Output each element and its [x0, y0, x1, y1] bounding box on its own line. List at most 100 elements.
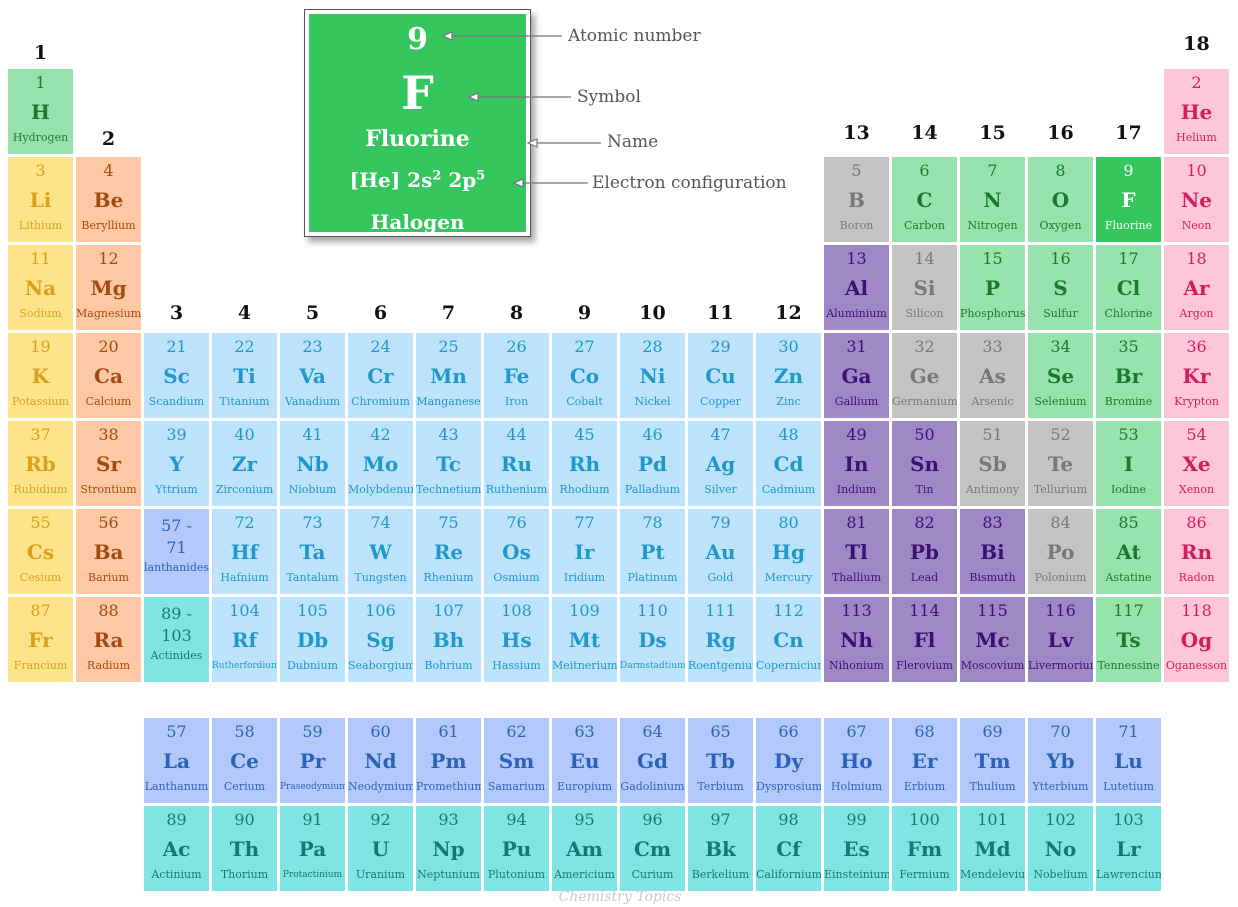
element-name: Bohrium [424, 659, 473, 672]
element-cell: 16 S Sulfur [1028, 245, 1093, 330]
element-symbol: Es [843, 837, 870, 861]
element-name: Mendelevium [960, 868, 1025, 881]
element-cell: 85 At Astatine [1096, 509, 1161, 594]
element-symbol: Ga [841, 364, 872, 388]
element-atomic-number: 95 [574, 810, 595, 829]
element-cell: 117 Ts Tennessine [1096, 597, 1161, 682]
element-symbol: Cu [705, 364, 736, 388]
element-cell: 114 Fl Flerovium [892, 597, 957, 682]
element-cell: 10 Ne Neon [1164, 157, 1229, 242]
element-symbol: Br [1114, 364, 1143, 388]
group-number-label: 8 [509, 302, 524, 324]
element-atomic-number: 9 [1123, 161, 1134, 180]
lanthanides-range: 57 - 71 [161, 516, 192, 557]
element-name: Actinium [151, 868, 202, 881]
element-cell: 92 U Uranium [348, 806, 413, 891]
element-symbol: Ge [909, 364, 940, 388]
element-cell: 15 P Phosphorus [960, 245, 1025, 330]
element-name: Barium [88, 571, 129, 584]
element-symbol: He [1180, 100, 1213, 124]
element-symbol: Tc [436, 452, 461, 476]
element-name: Vanadium [284, 395, 341, 408]
element-symbol: Rf [231, 628, 258, 652]
element-name: Livermorium [1028, 659, 1093, 672]
element-name: Sulfur [1043, 307, 1078, 320]
element-symbol: Sc [163, 364, 190, 388]
element-symbol: Bh [432, 628, 465, 652]
element-symbol: Li [29, 188, 52, 212]
element-symbol: Am [566, 837, 603, 861]
group-number-label: 11 [707, 302, 734, 324]
element-name: Yttrium [155, 483, 198, 496]
arrow-head-name [526, 138, 538, 148]
element-cell: 29 Cu Copper [688, 333, 753, 418]
element-name: Silver [704, 483, 737, 496]
element-symbol: Zn [773, 364, 804, 388]
element-name: Tennessine [1097, 659, 1160, 672]
element-symbol: Cf [776, 837, 801, 861]
element-cell: 57 La Lanthanum [144, 718, 209, 803]
element-cell: 64 Gd Gadolinium [620, 718, 685, 803]
element-cell: 68 Er Erbium [892, 718, 957, 803]
element-symbol: Pm [430, 749, 467, 773]
element-symbol: Hs [501, 628, 532, 652]
element-symbol: Mn [430, 364, 467, 388]
element-cell: 62 Sm Samarium [484, 718, 549, 803]
element-cell: 34 Se Selenium [1028, 333, 1093, 418]
element-cell: 79 Au Gold [688, 509, 753, 594]
element-name: Astatine [1105, 571, 1152, 584]
element-symbol: Lr [1116, 837, 1141, 861]
callout-atomic-number: Atomic number [568, 26, 701, 46]
element-name: Lead [910, 571, 939, 584]
element-atomic-number: 42 [370, 425, 391, 444]
element-cell: 25 Mn Manganese [416, 333, 481, 418]
element-atomic-number: 110 [637, 601, 668, 620]
element-name: Ruthenium [485, 483, 548, 496]
element-symbol: Na [24, 276, 57, 300]
element-symbol: Re [433, 540, 464, 564]
element-atomic-number: 18 [1186, 249, 1207, 268]
element-symbol: Og [1180, 628, 1213, 652]
element-atomic-number: 58 [234, 722, 255, 741]
element-atomic-number: 19 [30, 337, 51, 356]
element-symbol: Co [569, 364, 600, 388]
element-atomic-number: 94 [506, 810, 527, 829]
element-symbol: Be [93, 188, 124, 212]
element-name: Francium [13, 659, 68, 672]
element-atomic-number: 6 [919, 161, 930, 180]
element-cell: 90 Th Thorium [212, 806, 277, 891]
group-number-label: 4 [237, 302, 252, 324]
element-atomic-number: 88 [98, 601, 119, 620]
element-cell: 111 Rg Roentgenium [688, 597, 753, 682]
group-number-label: 18 [1183, 33, 1210, 55]
element-atomic-number: 49 [846, 425, 867, 444]
element-atomic-number: 114 [909, 601, 940, 620]
element-atomic-number: 61 [438, 722, 459, 741]
element-name: Molybdenum [348, 483, 413, 496]
element-atomic-number: 86 [1186, 513, 1207, 532]
element-symbol: Ar [1183, 276, 1210, 300]
element-cell: 87 Fr Francium [8, 597, 73, 682]
element-name: Neodymium [348, 780, 413, 793]
element-symbol: Fm [906, 837, 943, 861]
element-cell: 47 Ag Silver [688, 421, 753, 506]
element-cell: 23 Va Vanadium [280, 333, 345, 418]
element-name: Copper [700, 395, 741, 408]
element-cell: 116 Lv Livermorium [1028, 597, 1093, 682]
element-cell: 45 Rh Rhodium [552, 421, 617, 506]
element-atomic-number: 81 [846, 513, 867, 532]
element-atomic-number: 52 [1050, 425, 1071, 444]
element-name: Ytterbium [1032, 780, 1089, 793]
legend-name: Fluorine [365, 126, 470, 152]
element-cell: 95 Am Americium [552, 806, 617, 891]
element-symbol: Nh [840, 628, 873, 652]
element-name: Nihonium [829, 659, 884, 672]
element-atomic-number: 77 [574, 513, 595, 532]
element-cell: 78 Pt Platinum [620, 509, 685, 594]
element-name: Argon [1179, 307, 1214, 320]
element-cell: 100 Fm Fermium [892, 806, 957, 891]
element-atomic-number: 16 [1050, 249, 1071, 268]
element-name: Uranium [355, 868, 406, 881]
actinides-placeholder-cell: 89 - 103 Actinides [144, 597, 209, 682]
element-symbol: Cs [26, 540, 55, 564]
